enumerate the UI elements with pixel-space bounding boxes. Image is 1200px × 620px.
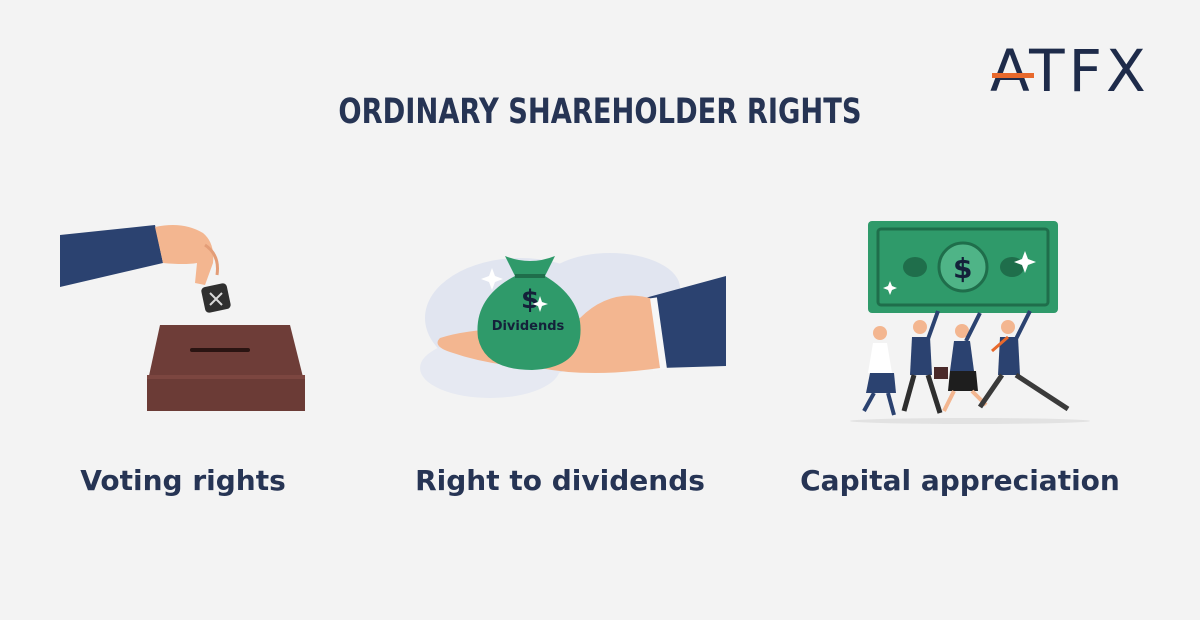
page-title: ORDINARY SHAREHOLDER RIGHTS (338, 92, 862, 132)
capital-appreciation-label: Capital appreciation (800, 464, 1120, 497)
logo-text: ATFX (990, 37, 1150, 105)
ballot-box-top (147, 325, 305, 385)
person-1 (862, 326, 896, 416)
person-3 (942, 312, 988, 412)
bag-label: Dividends (492, 319, 565, 334)
capital-appreciation-illustration: $ (850, 221, 1090, 424)
sleeve-shape (60, 225, 163, 287)
dollar-sign: $ (521, 285, 539, 315)
sparkle-icon (532, 296, 548, 312)
voting-rights-label: Voting rights (80, 464, 286, 497)
sparkle-icon (481, 268, 503, 290)
person-4 (977, 310, 1070, 412)
sparkle-icon (883, 281, 897, 295)
ballot-box-front (147, 375, 305, 411)
dividends-label: Right to dividends (415, 464, 705, 497)
dollar-sign: $ (953, 252, 972, 285)
logo-accent-bar (992, 73, 1034, 78)
voting-illustration (60, 225, 305, 411)
hand-shape (155, 225, 214, 285)
person-2 (901, 310, 948, 414)
dividends-illustration: $ Dividends (420, 253, 726, 398)
money-bag (477, 256, 581, 370)
sleeve-shape (645, 276, 726, 368)
atfx-logo: ATFX (990, 40, 1165, 102)
sparkle-icon (1014, 251, 1036, 273)
